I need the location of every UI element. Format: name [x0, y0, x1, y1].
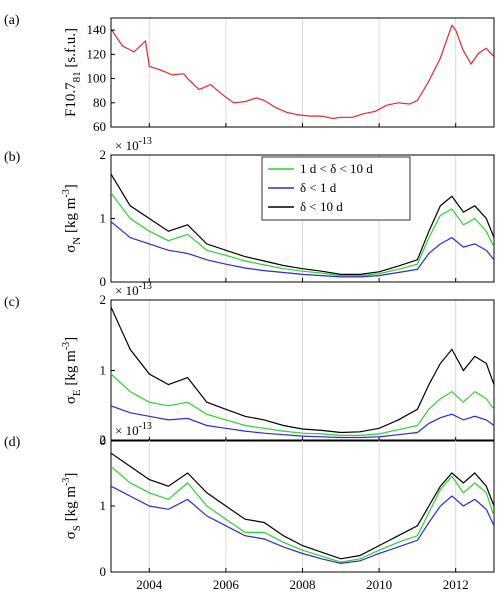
panel-c: 0 1 2 (c) × 10-13 σE [kg m-3]	[4, 281, 495, 448]
x-tick-label: 2004	[136, 577, 163, 592]
panel-label: (a)	[4, 13, 20, 28]
series-line	[111, 465, 494, 563]
series-line	[111, 306, 494, 434]
legend-label: δ < 1 d	[300, 180, 337, 195]
x-tick-label: 2006	[213, 577, 240, 592]
x-tick-label: 2010	[366, 577, 392, 592]
legend-label: 1 d < δ < 10 d	[300, 161, 373, 176]
legend-label: δ < 10 d	[300, 199, 343, 214]
y-tick-label: 80	[93, 95, 106, 110]
y-tick-label: 100	[87, 71, 107, 86]
axis-exponent: × 10-13	[115, 281, 152, 298]
series-line	[111, 452, 494, 560]
y-tick-label: 2	[100, 432, 107, 447]
y-tick-label: 2	[100, 147, 107, 162]
y-axis-label: σN [kg m-3]	[61, 184, 83, 253]
x-tick-label: 2008	[290, 577, 316, 592]
y-tick-label: 0	[100, 433, 107, 448]
panel-d: 0 1 2 2004 2006 2008 2010 2012 (d) × 10-13 σS [kg …	[4, 421, 495, 592]
series-line	[111, 24, 494, 120]
y-axis-label: σS [kg m-3]	[61, 473, 83, 540]
y-tick-label: 0	[100, 274, 107, 289]
y-tick-label: 1	[100, 498, 107, 513]
y-axis-label: F10.781 [s.f.u.]	[63, 28, 83, 117]
legend: 1 d < δ < 10 d δ < 1 d δ < 10 d	[261, 156, 411, 221]
series-line	[111, 173, 494, 275]
series-line	[111, 221, 494, 278]
y-tick-label: 140	[87, 22, 107, 37]
y-tick-label: 1	[100, 211, 107, 226]
axis-exponent: × 10-13	[115, 421, 152, 438]
panel-label: (b)	[4, 150, 21, 165]
x-tick-label: 2012	[443, 577, 469, 592]
series-line	[111, 485, 494, 565]
y-tick-label: 120	[87, 46, 107, 61]
series-line	[111, 192, 494, 277]
y-tick-label: 60	[93, 119, 106, 134]
panel-a: 60 80 100 120 140 (a) F10.781 [s.f.u.]	[4, 13, 495, 134]
panel-label: (d)	[4, 435, 21, 450]
series-line	[111, 405, 494, 439]
panel-label: (c)	[4, 295, 20, 310]
series-line	[111, 373, 494, 436]
y-axis-label: σE [kg m-3]	[61, 337, 83, 404]
y-tick-label: 1	[100, 363, 107, 378]
y-tick-label: 0	[100, 564, 107, 579]
panel-b: 0 1 2 (b) × 10-13 σN [kg m-3] 1 d < δ < 10 d δ …	[4, 136, 495, 289]
axis-exponent: × 10-13	[115, 136, 152, 153]
legend-box	[261, 156, 411, 221]
y-tick-label: 2	[100, 292, 107, 307]
